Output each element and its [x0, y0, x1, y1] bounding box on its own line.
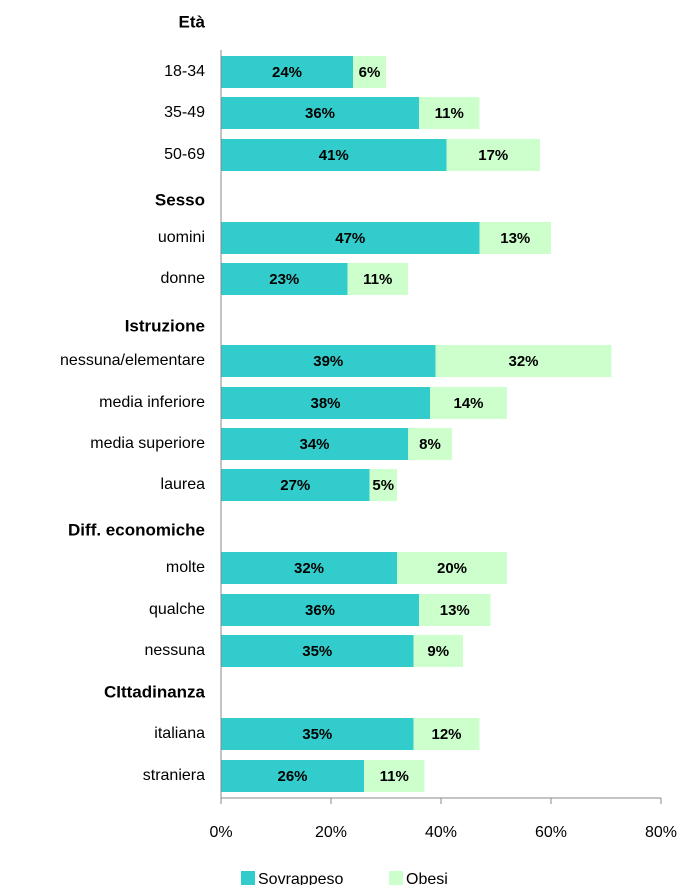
bar-sovrappeso	[221, 387, 430, 419]
bar-sovrappeso	[221, 222, 480, 254]
category-label: laurea	[161, 476, 206, 493]
bar-sovrappeso	[221, 139, 447, 171]
bar-obesi	[430, 387, 507, 419]
category-label: straniera	[143, 767, 205, 784]
bar-sovrappeso	[221, 718, 414, 750]
bar-obesi	[364, 760, 425, 792]
data-label-obesi: 5%	[372, 477, 394, 494]
bar-obesi	[413, 718, 480, 750]
category-label: qualche	[149, 601, 205, 618]
data-label-sovrappeso: 47%	[335, 230, 365, 247]
data-label-obesi: 9%	[427, 643, 449, 660]
data-label-sovrappeso: 36%	[305, 105, 335, 122]
data-label-obesi: 20%	[437, 560, 467, 577]
data-label-obesi: 13%	[500, 230, 530, 247]
category-label: uomini	[158, 229, 205, 246]
bar-sovrappeso	[221, 635, 414, 667]
bar-obesi	[347, 263, 408, 295]
data-label-obesi: 12%	[431, 726, 461, 743]
x-tick-label: 80%	[645, 824, 677, 841]
bar-obesi	[413, 635, 463, 667]
bar-sovrappeso	[221, 97, 419, 129]
data-label-sovrappeso: 24%	[272, 64, 302, 81]
data-label-obesi: 11%	[435, 105, 464, 122]
legend-swatch-sovrappeso	[241, 871, 255, 885]
data-label-sovrappeso: 41%	[319, 147, 349, 164]
data-label-sovrappeso: 34%	[299, 436, 329, 453]
legend-swatch-obesi	[389, 871, 403, 885]
bar-obesi	[419, 97, 480, 129]
bar-sovrappeso	[221, 345, 436, 377]
bar-obesi	[408, 428, 452, 460]
x-tick-label: 40%	[425, 824, 457, 841]
x-tick-label: 0%	[209, 824, 232, 841]
bar-obesi	[479, 222, 551, 254]
data-label-obesi: 14%	[453, 395, 483, 412]
x-tick-label: 60%	[535, 824, 567, 841]
category-label: nessuna/elementare	[60, 352, 205, 369]
data-label-obesi: 11%	[363, 271, 392, 288]
bar-obesi	[446, 139, 540, 171]
data-label-obesi: 17%	[478, 147, 508, 164]
bar-sovrappeso	[221, 56, 353, 88]
category-label: nessuna	[145, 642, 206, 659]
group-header: Sesso	[155, 190, 205, 209]
data-label-obesi: 13%	[440, 602, 470, 619]
data-label-sovrappeso: 36%	[305, 602, 335, 619]
bar-obesi	[435, 345, 612, 377]
bar-sovrappeso	[221, 469, 370, 501]
bar-sovrappeso	[221, 552, 397, 584]
data-label-obesi: 6%	[359, 64, 381, 81]
legend-label-sovrappeso: Sovrappeso	[258, 871, 343, 885]
bar-obesi	[369, 469, 397, 501]
category-label: 50-69	[164, 146, 205, 163]
data-label-sovrappeso: 23%	[269, 271, 299, 288]
data-label-sovrappeso: 38%	[310, 395, 340, 412]
category-label: donne	[161, 270, 206, 287]
bar-sovrappeso	[221, 428, 408, 460]
group-header: Età	[179, 12, 206, 31]
category-label: media superiore	[90, 435, 205, 452]
data-label-obesi: 8%	[419, 436, 441, 453]
legend-label-obesi: Obesi	[406, 871, 448, 885]
category-label: media inferiore	[99, 394, 205, 411]
group-header: Diff. economiche	[68, 520, 205, 539]
group-header: CIttadinanza	[104, 682, 206, 701]
category-label: 18-34	[164, 63, 205, 80]
bar-obesi	[419, 594, 491, 626]
bar-obesi	[397, 552, 507, 584]
data-label-sovrappeso: 26%	[277, 768, 307, 785]
data-label-sovrappeso: 27%	[280, 477, 310, 494]
data-label-sovrappeso: 35%	[302, 643, 332, 660]
category-label: italiana	[154, 725, 205, 742]
bar-sovrappeso	[221, 594, 419, 626]
data-label-sovrappeso: 32%	[294, 560, 324, 577]
data-label-sovrappeso: 39%	[313, 353, 343, 370]
data-label-sovrappeso: 35%	[302, 726, 332, 743]
x-tick-label: 20%	[315, 824, 347, 841]
data-label-obesi: 32%	[508, 353, 538, 370]
category-label: 35-49	[164, 104, 205, 121]
category-label: molte	[166, 559, 205, 576]
data-label-obesi: 11%	[380, 768, 409, 785]
group-header: Istruzione	[125, 316, 205, 335]
bar-sovrappeso	[221, 760, 364, 792]
bar-obesi	[353, 56, 386, 88]
bar-sovrappeso	[221, 263, 348, 295]
